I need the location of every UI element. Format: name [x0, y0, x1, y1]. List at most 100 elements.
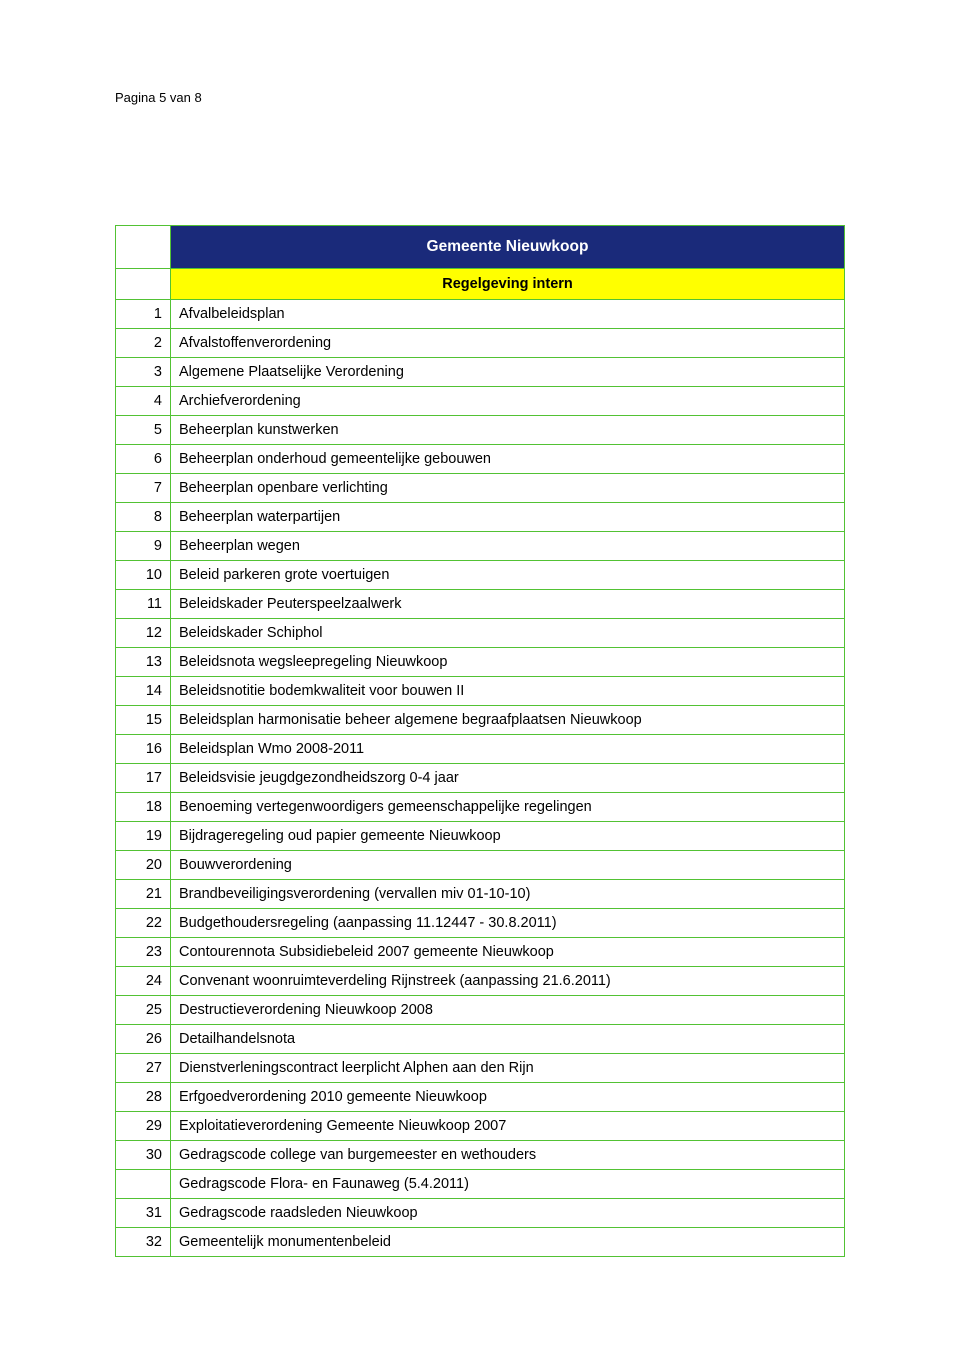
row-label: Dienstverleningscontract leerplicht Alph…: [171, 1054, 845, 1083]
table-row: 25Destructieverordening Nieuwkoop 2008: [116, 996, 845, 1025]
table-row: 2Afvalstoffenverordening: [116, 329, 845, 358]
table-row: 13Beleidsnota wegsleepregeling Nieuwkoop: [116, 648, 845, 677]
table-row: 4Archiefverordening: [116, 387, 845, 416]
table-row: 27Dienstverleningscontract leerplicht Al…: [116, 1054, 845, 1083]
regulations-table: Gemeente Nieuwkoop Regelgeving intern 1A…: [115, 225, 845, 1257]
table-row: 16Beleidsplan Wmo 2008-2011: [116, 735, 845, 764]
row-label: Gemeentelijk monumentenbeleid: [171, 1228, 845, 1257]
row-number: 21: [116, 880, 171, 909]
row-label: Beleidsnotitie bodemkwaliteit voor bouwe…: [171, 677, 845, 706]
table-row: 18Benoeming vertegenwoordigers gemeensch…: [116, 793, 845, 822]
row-number: 22: [116, 909, 171, 938]
page-number: Pagina 5 van 8: [115, 90, 845, 105]
row-label: Beleidsnota wegsleepregeling Nieuwkoop: [171, 648, 845, 677]
row-label: Beheerplan waterpartijen: [171, 503, 845, 532]
row-label: Bouwverordening: [171, 851, 845, 880]
row-number: 11: [116, 590, 171, 619]
row-number: 24: [116, 967, 171, 996]
row-number: 23: [116, 938, 171, 967]
table-row: 9Beheerplan wegen: [116, 532, 845, 561]
row-number: 13: [116, 648, 171, 677]
row-label: Beleidsplan Wmo 2008-2011: [171, 735, 845, 764]
table-row: Gedragscode Flora- en Faunaweg (5.4.2011…: [116, 1170, 845, 1199]
row-label: Budgethoudersregeling (aanpassing 11.124…: [171, 909, 845, 938]
row-label: Beleidsvisie jeugdgezondheidszorg 0-4 ja…: [171, 764, 845, 793]
row-label: Gedragscode college van burgemeester en …: [171, 1141, 845, 1170]
table-row: 28Erfgoedverordening 2010 gemeente Nieuw…: [116, 1083, 845, 1112]
row-number: 30: [116, 1141, 171, 1170]
table-row: 10Beleid parkeren grote voertuigen: [116, 561, 845, 590]
table-row: 21Brandbeveiligingsverordening (vervalle…: [116, 880, 845, 909]
row-label: Destructieverordening Nieuwkoop 2008: [171, 996, 845, 1025]
table-row: 19Bijdrageregeling oud papier gemeente N…: [116, 822, 845, 851]
row-number: 25: [116, 996, 171, 1025]
row-number: 3: [116, 358, 171, 387]
row-number: 32: [116, 1228, 171, 1257]
table-row: 3Algemene Plaatselijke Verordening: [116, 358, 845, 387]
table-subtitle: Regelgeving intern: [171, 269, 845, 300]
row-label: Erfgoedverordening 2010 gemeente Nieuwko…: [171, 1083, 845, 1112]
row-label: Brandbeveiligingsverordening (vervallen …: [171, 880, 845, 909]
row-number: 8: [116, 503, 171, 532]
row-number: 17: [116, 764, 171, 793]
row-label: Contourennota Subsidiebeleid 2007 gemeen…: [171, 938, 845, 967]
table-row: 32Gemeentelijk monumentenbeleid: [116, 1228, 845, 1257]
row-number: 19: [116, 822, 171, 851]
table-row: 15Beleidsplan harmonisatie beheer algeme…: [116, 706, 845, 735]
row-number: 12: [116, 619, 171, 648]
row-number: 28: [116, 1083, 171, 1112]
title-row-empty-cell: [116, 226, 171, 269]
table-title: Gemeente Nieuwkoop: [171, 226, 845, 269]
row-number: [116, 1170, 171, 1199]
table-row: 6Beheerplan onderhoud gemeentelijke gebo…: [116, 445, 845, 474]
table-title-row: Gemeente Nieuwkoop: [116, 226, 845, 269]
row-number: 9: [116, 532, 171, 561]
row-number: 15: [116, 706, 171, 735]
page: Pagina 5 van 8 Gemeente Nieuwkoop Regelg…: [0, 0, 960, 1317]
row-number: 7: [116, 474, 171, 503]
row-number: 10: [116, 561, 171, 590]
table-row: 1Afvalbeleidsplan: [116, 300, 845, 329]
row-number: 2: [116, 329, 171, 358]
row-number: 18: [116, 793, 171, 822]
table-row: 24Convenant woonruimteverdeling Rijnstre…: [116, 967, 845, 996]
row-label: Bijdrageregeling oud papier gemeente Nie…: [171, 822, 845, 851]
row-number: 27: [116, 1054, 171, 1083]
row-label: Beleidskader Peuterspeelzaalwerk: [171, 590, 845, 619]
row-number: 29: [116, 1112, 171, 1141]
row-label: Beheerplan onderhoud gemeentelijke gebou…: [171, 445, 845, 474]
row-number: 6: [116, 445, 171, 474]
table-subtitle-row: Regelgeving intern: [116, 269, 845, 300]
row-number: 31: [116, 1199, 171, 1228]
row-label: Beheerplan wegen: [171, 532, 845, 561]
row-label: Beleidskader Schiphol: [171, 619, 845, 648]
row-label: Beleid parkeren grote voertuigen: [171, 561, 845, 590]
row-label: Detailhandelsnota: [171, 1025, 845, 1054]
table-row: 29Exploitatieverordening Gemeente Nieuwk…: [116, 1112, 845, 1141]
table-row: 11Beleidskader Peuterspeelzaalwerk: [116, 590, 845, 619]
row-label: Beheerplan openbare verlichting: [171, 474, 845, 503]
row-label: Afvalbeleidsplan: [171, 300, 845, 329]
row-label: Archiefverordening: [171, 387, 845, 416]
row-label: Afvalstoffenverordening: [171, 329, 845, 358]
row-label: Gedragscode raadsleden Nieuwkoop: [171, 1199, 845, 1228]
table-row: 22Budgethoudersregeling (aanpassing 11.1…: [116, 909, 845, 938]
table-row: 26Detailhandelsnota: [116, 1025, 845, 1054]
table-row: 5Beheerplan kunstwerken: [116, 416, 845, 445]
row-number: 26: [116, 1025, 171, 1054]
row-number: 5: [116, 416, 171, 445]
table-row: 8Beheerplan waterpartijen: [116, 503, 845, 532]
table-row: 31Gedragscode raadsleden Nieuwkoop: [116, 1199, 845, 1228]
row-label: Gedragscode Flora- en Faunaweg (5.4.2011…: [171, 1170, 845, 1199]
row-number: 4: [116, 387, 171, 416]
row-label: Exploitatieverordening Gemeente Nieuwkoo…: [171, 1112, 845, 1141]
row-number: 16: [116, 735, 171, 764]
table-row: 14Beleidsnotitie bodemkwaliteit voor bou…: [116, 677, 845, 706]
row-label: Algemene Plaatselijke Verordening: [171, 358, 845, 387]
table-row: 12Beleidskader Schiphol: [116, 619, 845, 648]
table-row: 20Bouwverordening: [116, 851, 845, 880]
table-row: 7Beheerplan openbare verlichting: [116, 474, 845, 503]
table-row: 23Contourennota Subsidiebeleid 2007 geme…: [116, 938, 845, 967]
table-row: 17Beleidsvisie jeugdgezondheidszorg 0-4 …: [116, 764, 845, 793]
row-label: Convenant woonruimteverdeling Rijnstreek…: [171, 967, 845, 996]
